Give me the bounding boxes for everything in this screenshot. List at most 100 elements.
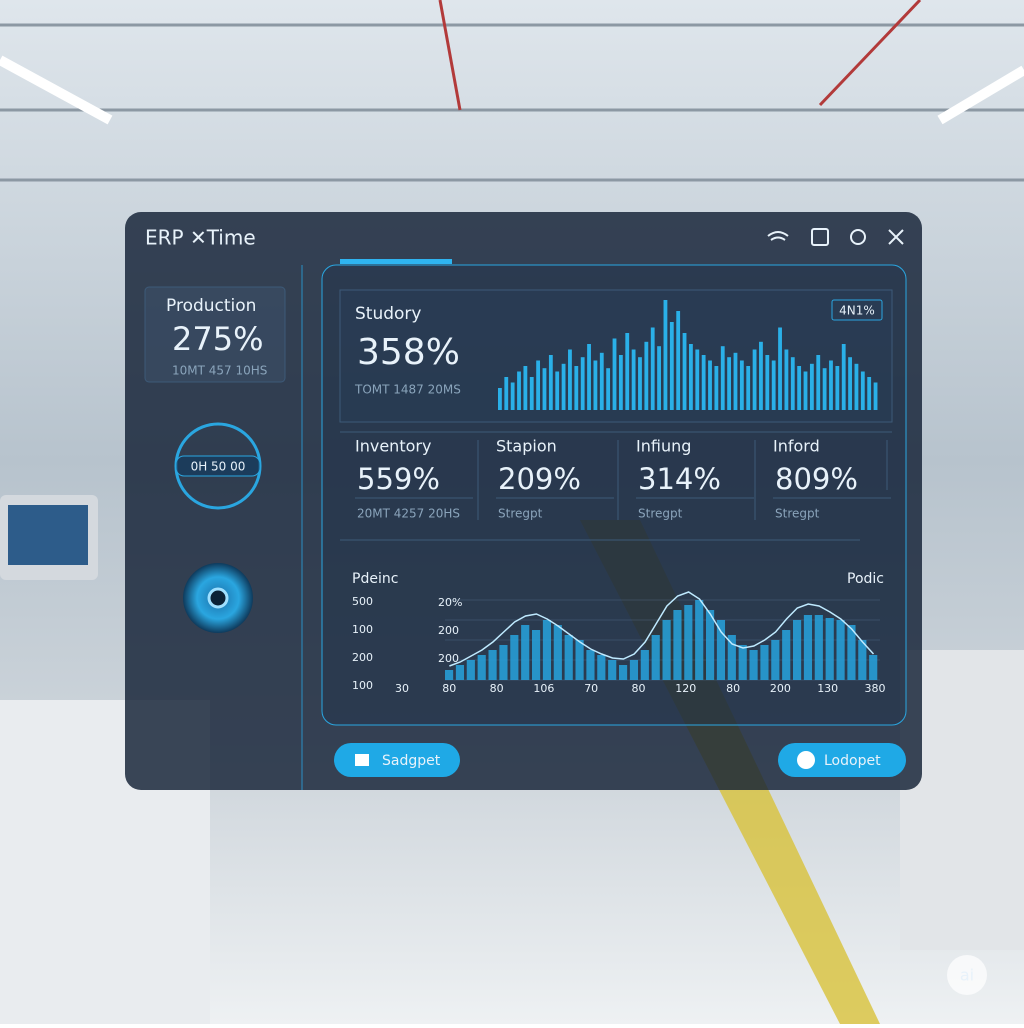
spark-bar (829, 360, 833, 410)
panel-accent (340, 259, 452, 264)
window-icon[interactable] (811, 228, 829, 246)
kpi-value: 559% (357, 462, 440, 496)
spark-bar (835, 366, 840, 410)
button[interactable] (778, 743, 906, 777)
spark-bar (612, 338, 617, 410)
spark-bar (676, 311, 681, 410)
spark-bar (689, 344, 693, 410)
spark-bar (752, 349, 757, 410)
summary-sub: TOMT 1487 20MS (354, 383, 461, 397)
spark-bar (650, 327, 655, 410)
spark-bar (498, 388, 502, 410)
chart-bar (575, 640, 584, 680)
spark-bar (695, 349, 700, 410)
chart-title-right: Podic (847, 571, 884, 587)
spark-bar (523, 366, 528, 410)
watermark: ai (960, 966, 974, 985)
kpi-sub: Stregpt (498, 507, 543, 521)
ceiling (0, 0, 1024, 182)
spark-bar (580, 357, 585, 410)
spark-bar (765, 355, 770, 410)
spark-bar (587, 344, 591, 410)
dial-text: 0H 50 00 (191, 460, 246, 474)
spark-bar (714, 366, 719, 410)
chart-bar (695, 600, 704, 680)
y-tick-label: 200 (352, 651, 373, 664)
chart-bar (814, 615, 823, 680)
window-icons[interactable] (767, 228, 904, 246)
spark-bar (561, 363, 566, 410)
spark-bar (510, 382, 515, 410)
chart-bar (673, 610, 682, 680)
x-tick-label: 70 (584, 682, 598, 695)
chart-bar (564, 635, 573, 680)
spark-bar (536, 360, 541, 410)
spark-bar (809, 363, 814, 410)
chart-bar (706, 610, 715, 680)
button-icon[interactable] (355, 754, 369, 766)
settings-icon[interactable] (850, 229, 866, 245)
spark-bar (860, 371, 865, 410)
spark-bar (733, 352, 738, 410)
x-tick-label: 200 (770, 682, 791, 695)
spark-bar (638, 357, 642, 410)
spark-bar (618, 355, 623, 410)
spark-bar (548, 355, 553, 410)
x-tick-label: 80 (490, 682, 504, 695)
spark-bar (663, 300, 668, 410)
chart-bar (466, 660, 475, 680)
button-icon[interactable] (797, 751, 815, 769)
watermark-badge (947, 955, 987, 995)
button[interactable] (334, 743, 460, 777)
chart-bar (803, 615, 813, 680)
spark-bar (720, 346, 725, 410)
summary-label: Studory (355, 304, 421, 324)
button-label[interactable]: Sadgpet (382, 753, 441, 769)
chart-bar (532, 630, 541, 680)
y-tick-label: 100 (352, 623, 373, 636)
kpi-label: Inventory (355, 437, 431, 456)
spark-bar (599, 352, 604, 410)
spark-bar (708, 360, 712, 410)
spark-bar (657, 346, 661, 410)
close-icon[interactable] (888, 229, 904, 245)
x-tick-label: 30 (395, 682, 409, 695)
chart-bar (836, 620, 845, 680)
spark-bar (593, 360, 598, 410)
spark-bar (778, 327, 782, 410)
spark-bar (854, 363, 859, 410)
dial-box (175, 455, 261, 477)
spark-bar (517, 371, 521, 410)
chart-bar (793, 620, 802, 680)
kpi-value: 314% (638, 462, 721, 496)
spark-bar (841, 344, 846, 410)
chart-bar (553, 625, 562, 680)
chart-bar (488, 650, 497, 680)
kpi-value: 209% (498, 462, 581, 496)
kpi-label: Infiung (636, 437, 691, 456)
spark-bar (739, 360, 744, 410)
spark-bar (822, 368, 827, 410)
chart-bar (847, 625, 856, 680)
button-label[interactable]: Lodopet (824, 753, 881, 769)
y-tick-label: 100 (352, 679, 373, 692)
wifi-icon[interactable] (767, 231, 789, 241)
badge-text: 4N1% (839, 304, 875, 318)
x-tick-label: 80 (632, 682, 646, 695)
spark-bar (746, 366, 751, 410)
production-value: 275% (172, 320, 263, 358)
chart-bar (597, 655, 606, 680)
chart-bar (510, 635, 519, 680)
spark-bar (803, 371, 808, 410)
x-tick-label: 106 (533, 682, 554, 695)
summary-value: 358% (357, 332, 460, 373)
x-tick-label: 80 (726, 682, 740, 695)
y-tick-label: 200 (438, 652, 459, 665)
chart-bar (629, 660, 639, 680)
spark-bar (568, 349, 572, 410)
spark-bar (771, 360, 776, 410)
kpi-label: Stapion (496, 437, 557, 456)
chart-bar (760, 645, 769, 680)
x-tick-label: 80 (442, 682, 456, 695)
